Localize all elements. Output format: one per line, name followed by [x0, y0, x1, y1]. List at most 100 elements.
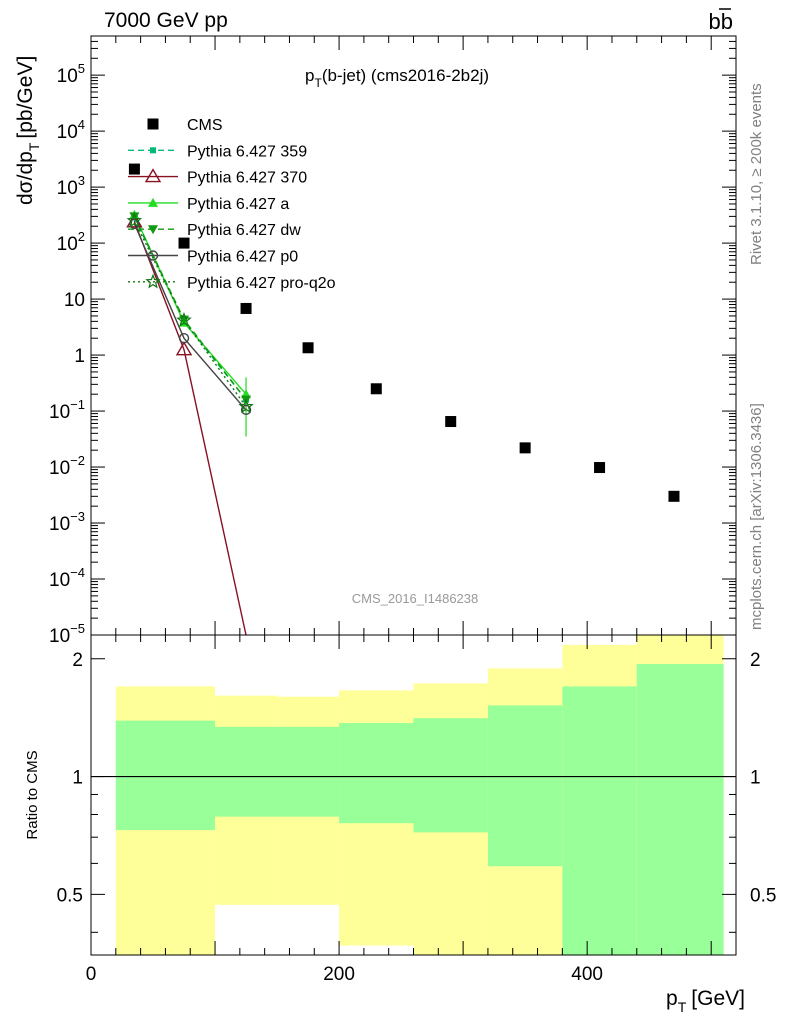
- series-pythia-6-427-dw: [133, 216, 247, 401]
- cms-data-point: [128, 163, 140, 175]
- ratio-panel: 0.5 0.5 1 1 2 2 0 200 400 Ratio to CMS pT [GeV]: [24, 634, 776, 1015]
- legend-marker: [148, 197, 158, 207]
- data-point: [126, 212, 143, 228]
- series-pythia-6-427-p0: [133, 223, 247, 411]
- cms-data-point: [370, 383, 382, 395]
- cms-data-point: [178, 237, 190, 249]
- ratio-band-inner: [277, 726, 340, 817]
- y-tick-label: 105: [57, 61, 85, 87]
- main-x-ticks: [90, 36, 737, 635]
- ratio-band-inner: [487, 705, 563, 867]
- legend-marker: [148, 225, 158, 235]
- data-point: [176, 312, 192, 327]
- y-tick-exponent: −2: [70, 453, 85, 468]
- ratio-y-tick-label: 1: [72, 768, 83, 789]
- y-tick-label: 1: [74, 346, 85, 367]
- data-point: [240, 404, 252, 416]
- ratio-y-axis-label: Ratio to CMS: [24, 750, 41, 839]
- ylabel-unit: [pb/GeV]: [14, 56, 37, 139]
- ratio-x-ticks: 0 200 400: [86, 635, 737, 985]
- legend: CMS Pythia 6.427 359 Pythia 6.427 370 Pythi…: [128, 117, 336, 292]
- legend-item: CMS: [147, 117, 223, 134]
- y-tick-base: 10: [64, 290, 85, 311]
- cms-data-point: [445, 416, 457, 428]
- y-tick-label: 10: [64, 290, 85, 311]
- series-line: [133, 223, 247, 411]
- legend-label: Pythia 6.427 359: [187, 143, 307, 160]
- legend-label: Pythia 6.427 a: [187, 196, 289, 213]
- cms-data-point: [240, 302, 252, 314]
- legend-item: Pythia 6.427 dw: [128, 222, 301, 239]
- ratio-y-tick-label-right: 1: [750, 768, 761, 789]
- y-tick-base: 10: [57, 178, 78, 199]
- legend-marker: [145, 273, 161, 289]
- ratio-band-inner: [562, 686, 637, 955]
- y-tick-label: 10−1: [49, 397, 85, 423]
- y-tick-base: 10: [49, 458, 70, 479]
- legend-item: Pythia 6.427 370: [128, 168, 307, 187]
- y-tick-exponent: 4: [78, 117, 85, 132]
- y-tick-exponent: 3: [78, 173, 85, 188]
- header-energy: 7000 GeV pp: [104, 9, 228, 32]
- legend-marker: [147, 250, 159, 261]
- legend-marker: [150, 147, 156, 154]
- x-tick-label: 200: [323, 964, 355, 985]
- legend-item: Pythia 6.427 a: [128, 196, 289, 213]
- y-tick-base: 1: [74, 346, 85, 367]
- data-point: [175, 341, 193, 356]
- series-line: [133, 216, 247, 401]
- rivet-label: Rivet 3.1.10, ≥ 200k events: [748, 83, 765, 265]
- ratio-band-inner: [215, 726, 278, 817]
- series-line: [133, 221, 247, 636]
- y-tick-exponent: −5: [70, 621, 85, 636]
- x-tick-label: 400: [571, 964, 603, 985]
- header-bbbar: bb: [709, 9, 734, 34]
- ratio-y-tick-label-right: 2: [750, 650, 761, 671]
- data-point: [129, 212, 140, 222]
- ratio-y-tick-label: 0.5: [57, 885, 83, 906]
- mcplots-label: mcplots.cern.ch [arXiv:1306.3436]: [748, 403, 765, 630]
- series-pythia-6-427-359: [133, 216, 247, 401]
- y-tick-label: 10−3: [49, 509, 85, 535]
- main-title: pT(b-jet) (cms2016-2b2j): [305, 66, 489, 90]
- y-tick-label: 10−2: [49, 453, 85, 479]
- y-tick-label: 102: [57, 229, 85, 255]
- data-point: [178, 333, 190, 344]
- ratio-y-ticks: 0.5 0.5 1 1 2 2: [57, 650, 776, 933]
- legend-label: Pythia 6.427 dw: [187, 222, 301, 239]
- y-tick-base: 10: [57, 122, 78, 143]
- series-pythia-6-427-370: [133, 221, 247, 636]
- legend-item: Pythia 6.427 pro-q2o: [128, 273, 336, 292]
- legend-label: CMS: [187, 117, 223, 134]
- y-tick-exponent: 2: [78, 229, 85, 244]
- ratio-band-inner: [115, 720, 216, 831]
- y-tick-base: 10: [57, 66, 78, 87]
- series-line: [133, 214, 247, 395]
- y-tick-exponent: −4: [70, 565, 85, 580]
- ratio-band-inner: [636, 663, 724, 955]
- y-tick-label: 10−5: [49, 621, 85, 647]
- data-point: [238, 398, 254, 414]
- ratio-y-tick-label-right: 0.5: [750, 885, 776, 906]
- cms-data-point: [594, 462, 606, 474]
- y-tick-label: 103: [57, 173, 85, 199]
- data-point: [129, 218, 140, 230]
- ratio-band-inner: [413, 718, 488, 833]
- cms-data-point: [302, 342, 314, 354]
- legend-label: Pythia 6.427 p0: [187, 249, 298, 266]
- legend-label: Pythia 6.427 370: [187, 170, 307, 187]
- legend-label: Pythia 6.427 pro-q2o: [187, 275, 336, 292]
- series-pythia-6-427-a: [133, 214, 247, 395]
- y-tick-label: 10−4: [49, 565, 85, 591]
- x-axis-label: pT [GeV]: [666, 987, 745, 1015]
- legend-item: Pythia 6.427 359: [128, 143, 307, 160]
- main-y-axis-label: dσ/dpT [pb/GeV]: [14, 56, 42, 205]
- cms-data-point: [519, 442, 531, 454]
- legend-item: Pythia 6.427 p0: [128, 249, 298, 266]
- watermark: CMS_2016_I1486238: [352, 591, 479, 606]
- y-tick-label: 104: [57, 117, 85, 143]
- main-plot-area: [126, 163, 680, 636]
- ylabel-sub: T: [26, 142, 42, 151]
